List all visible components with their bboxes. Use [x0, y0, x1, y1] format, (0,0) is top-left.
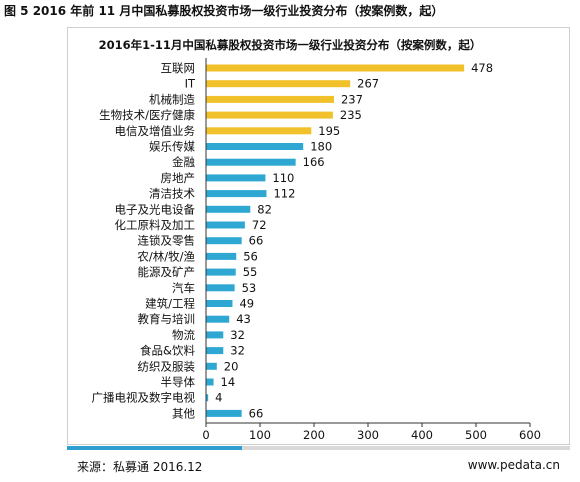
- category-label-13: 能源及矿产: [138, 265, 196, 279]
- category-label-7: 房地产: [161, 171, 196, 185]
- footer: 来源：私募通 2016.12 www.pedata.cn: [67, 446, 570, 480]
- bar-12: [206, 252, 237, 260]
- category-label-11: 连锁及零售: [138, 234, 196, 248]
- category-label-8: 清洁技术: [149, 187, 195, 201]
- category-label-18: 食品&饮料: [140, 344, 195, 358]
- value-label-14: 53: [242, 281, 257, 295]
- value-label-1: 267: [357, 77, 379, 91]
- bar-chart: 互联网 478 IT 267 机械制造 237 生物技术/医疗健康 235 电信及增值业务 195…: [92, 58, 541, 442]
- bar-21: [206, 394, 209, 402]
- value-label-8: 112: [273, 187, 295, 201]
- category-label-22: 其他: [172, 406, 195, 420]
- category-label-17: 物流: [172, 328, 195, 342]
- value-label-0: 478: [471, 61, 493, 75]
- footer-accent-bar: [67, 446, 242, 450]
- footer-divider: [67, 446, 570, 450]
- bar-2: [206, 95, 334, 103]
- x-tick-label-1: 100: [249, 428, 271, 442]
- value-label-19: 20: [224, 359, 239, 373]
- bar-3: [206, 111, 333, 119]
- x-tick-label-3: 300: [357, 428, 379, 442]
- chart-frame: [67, 27, 570, 445]
- bar-16: [206, 315, 230, 323]
- bar-11: [206, 237, 242, 245]
- bar-4: [206, 127, 312, 135]
- bar-5: [206, 143, 304, 150]
- x-tick-label-4: 400: [411, 428, 433, 442]
- x-tick-label-5: 500: [465, 428, 487, 442]
- value-label-15: 49: [239, 297, 254, 311]
- value-label-12: 56: [243, 249, 258, 263]
- category-label-10: 化工原料及加工: [115, 218, 196, 232]
- category-label-21: 广播电视及数字电视: [92, 391, 196, 405]
- bar-14: [206, 284, 235, 292]
- value-label-16: 43: [236, 312, 251, 326]
- website-label: www.pedata.cn: [467, 458, 560, 472]
- value-label-7: 110: [272, 171, 294, 185]
- bar-10: [206, 221, 245, 229]
- bar-17: [206, 331, 224, 339]
- bar-8: [206, 190, 267, 198]
- category-label-15: 建筑/工程: [145, 297, 195, 311]
- value-label-18: 32: [230, 344, 245, 358]
- category-label-20: 半导体: [161, 375, 196, 389]
- bar-6: [206, 158, 296, 166]
- category-label-2: 机械制造: [149, 92, 195, 106]
- category-label-4: 电信及增值业务: [115, 124, 196, 138]
- value-label-10: 72: [252, 218, 267, 232]
- category-label-3: 生物技术/医疗健康: [99, 108, 195, 122]
- value-label-21: 4: [215, 391, 222, 405]
- chart-title: 2016年1-11月中国私募股权投资市场一级行业投资分布（按案例数，起）: [98, 38, 482, 52]
- figure-caption: 图 5 2016 年前 11 月中国私募股权投资市场一级行业投资分布（按案例数，…: [4, 4, 444, 18]
- bar-20: [206, 378, 214, 386]
- value-label-5: 180: [310, 140, 332, 154]
- value-label-6: 166: [303, 155, 325, 169]
- category-label-1: IT: [185, 77, 196, 91]
- category-label-6: 金融: [172, 155, 195, 169]
- x-tick-label-6: 600: [519, 428, 541, 442]
- bar-19: [206, 362, 217, 370]
- value-label-20: 14: [221, 375, 236, 389]
- category-label-14: 汽车: [172, 281, 195, 295]
- bar-0: [206, 64, 465, 72]
- category-label-19: 纺织及服装: [138, 359, 196, 373]
- value-label-3: 235: [340, 108, 362, 122]
- category-label-5: 娱乐传媒: [149, 140, 195, 154]
- value-label-4: 195: [318, 124, 340, 138]
- value-label-2: 237: [341, 92, 363, 106]
- bar-13: [206, 268, 236, 276]
- category-label-12: 农/林/牧/渔: [137, 249, 195, 263]
- value-label-9: 82: [257, 202, 272, 216]
- source-label: 来源：私募通 2016.12: [77, 460, 203, 474]
- category-label-16: 教育与培训: [138, 312, 196, 326]
- bar-18: [206, 347, 224, 355]
- bar-1: [206, 80, 351, 88]
- value-label-17: 32: [230, 328, 245, 342]
- bar-9: [206, 205, 251, 213]
- value-label-11: 66: [249, 234, 264, 248]
- value-label-22: 66: [249, 406, 264, 420]
- bar-7: [206, 174, 266, 182]
- x-tick-label-2: 200: [303, 428, 325, 442]
- value-label-13: 55: [243, 265, 258, 279]
- bar-22: [206, 409, 242, 417]
- category-label-9: 电子及光电设备: [115, 202, 196, 216]
- category-label-0: 互联网: [161, 61, 196, 75]
- x-tick-label-0: 0: [202, 428, 209, 442]
- bar-15: [206, 300, 233, 307]
